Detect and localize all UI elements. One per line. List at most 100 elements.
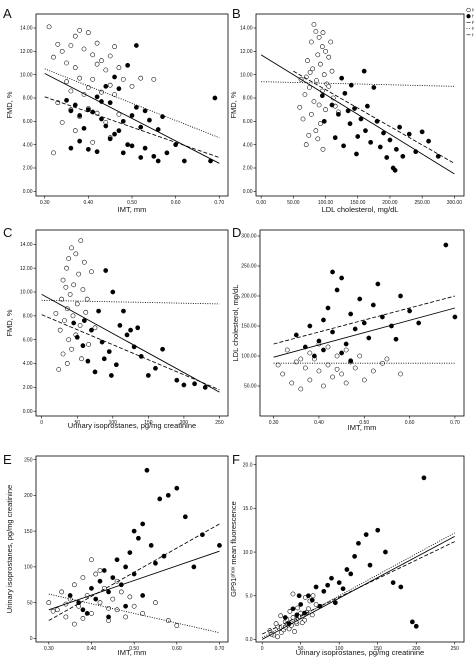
nc-point: [79, 356, 84, 362]
nc-point: [384, 356, 390, 362]
hc-point: [103, 83, 109, 89]
y-tick-label: 0: [30, 636, 33, 642]
hc-point: [413, 623, 419, 629]
y-axis-label: FMD, %: [229, 91, 238, 118]
hc-point: [109, 373, 114, 378]
nc-point: [334, 353, 340, 359]
nc-point: [316, 102, 322, 108]
legend-label: HC: [472, 14, 474, 19]
hc-point: [99, 116, 104, 122]
hc-point: [397, 124, 402, 130]
plot-frame: [255, 13, 465, 197]
hc-point: [321, 317, 326, 323]
plot-frame: [35, 229, 229, 417]
hc-point: [110, 575, 116, 580]
hc-point: [306, 593, 311, 599]
hc-point: [114, 557, 120, 563]
hc-point: [365, 103, 370, 109]
legend-marker: [466, 7, 471, 13]
nc-point: [174, 623, 180, 628]
y-tick-label: 6.00: [23, 119, 33, 125]
nc-point: [59, 296, 64, 302]
hc-point: [358, 116, 364, 122]
x-tick-label: 0.40: [87, 646, 97, 652]
hc-point: [138, 124, 144, 130]
nc-point: [72, 128, 78, 134]
hc-point: [123, 603, 128, 609]
hc-point: [325, 305, 331, 311]
nc-point: [72, 33, 78, 39]
nc-point: [153, 600, 158, 606]
nc-point: [59, 120, 65, 125]
nc-point: [51, 150, 56, 156]
plot-frame: [255, 455, 465, 643]
nc-point: [352, 365, 358, 371]
panel-e: E 0 50 100 150 200 250 0.30 0.40 0.50 0.60 0.70 IMT,…: [3, 452, 229, 657]
hc-point: [383, 549, 388, 555]
nc-point: [60, 277, 66, 283]
fit-line-total: [41, 293, 220, 393]
hc-point: [64, 97, 69, 103]
hc-point: [120, 150, 126, 156]
hc-point: [107, 136, 113, 142]
nc-point: [63, 614, 69, 620]
nc-point: [328, 39, 334, 45]
hc-point: [334, 287, 340, 293]
hc-point: [125, 142, 131, 148]
hc-point: [406, 131, 412, 137]
x-tick-label: 150: [144, 420, 153, 426]
hc-point: [96, 308, 101, 314]
nc-point: [94, 61, 100, 67]
y-axis-label: LDL cholesterol, mg/dL: [231, 285, 240, 362]
nc-point: [120, 76, 126, 82]
panel-label: D: [232, 225, 241, 240]
hc-point: [371, 85, 377, 90]
y-tick-label: 2.00: [23, 385, 33, 391]
y-tick-label: 4.00: [23, 361, 33, 367]
nc-point: [287, 609, 293, 614]
hc-point: [165, 492, 171, 498]
hc-point: [101, 568, 107, 573]
hc-point: [80, 343, 86, 349]
hc-point: [419, 129, 425, 135]
nc-point: [300, 116, 306, 122]
fit-line-total: [273, 307, 456, 358]
x-axis-label: Urinary isoprostanes, pg/mg creatinine: [68, 421, 196, 430]
y-tick-label: 0.0: [246, 637, 253, 643]
hc-point: [307, 323, 313, 329]
nc-point: [292, 629, 297, 634]
nc-point: [320, 30, 326, 36]
hc-fit-line: [44, 96, 220, 158]
hc-point: [452, 314, 458, 320]
nc-point: [307, 350, 313, 356]
hc-point: [357, 296, 363, 302]
nc-point: [140, 611, 146, 616]
hc-point: [380, 314, 385, 320]
hc-point: [84, 611, 90, 616]
nc-point: [71, 282, 77, 288]
hc-point: [361, 68, 367, 74]
hc-point: [181, 158, 187, 164]
nc-point: [306, 132, 312, 138]
hc-point: [155, 158, 161, 164]
hc-point: [366, 335, 372, 341]
y-axis-label: FMD, %: [5, 91, 14, 118]
hc-point: [363, 128, 368, 134]
hc-point: [174, 377, 180, 383]
hc-point: [148, 543, 154, 548]
nc-point: [275, 362, 281, 368]
x-tick-label: 0.30: [40, 200, 50, 206]
nc-point: [50, 608, 56, 614]
nc-point: [307, 69, 313, 75]
nc-point: [57, 327, 63, 333]
hc-point: [103, 123, 109, 129]
nc-point: [97, 568, 103, 573]
hc-point: [85, 146, 91, 152]
y-tick-label: 50: [27, 600, 33, 606]
hc-point: [407, 308, 412, 314]
panel-b: B 0.00 2.00 4.00 6.00 8.00 10.00 12.00 14.00 0.00…: [229, 6, 474, 214]
y-tick-label: 50.00: [244, 384, 257, 390]
x-tick-label: 100.00: [318, 200, 334, 206]
hc-point: [426, 138, 431, 144]
hc-point: [329, 102, 335, 108]
